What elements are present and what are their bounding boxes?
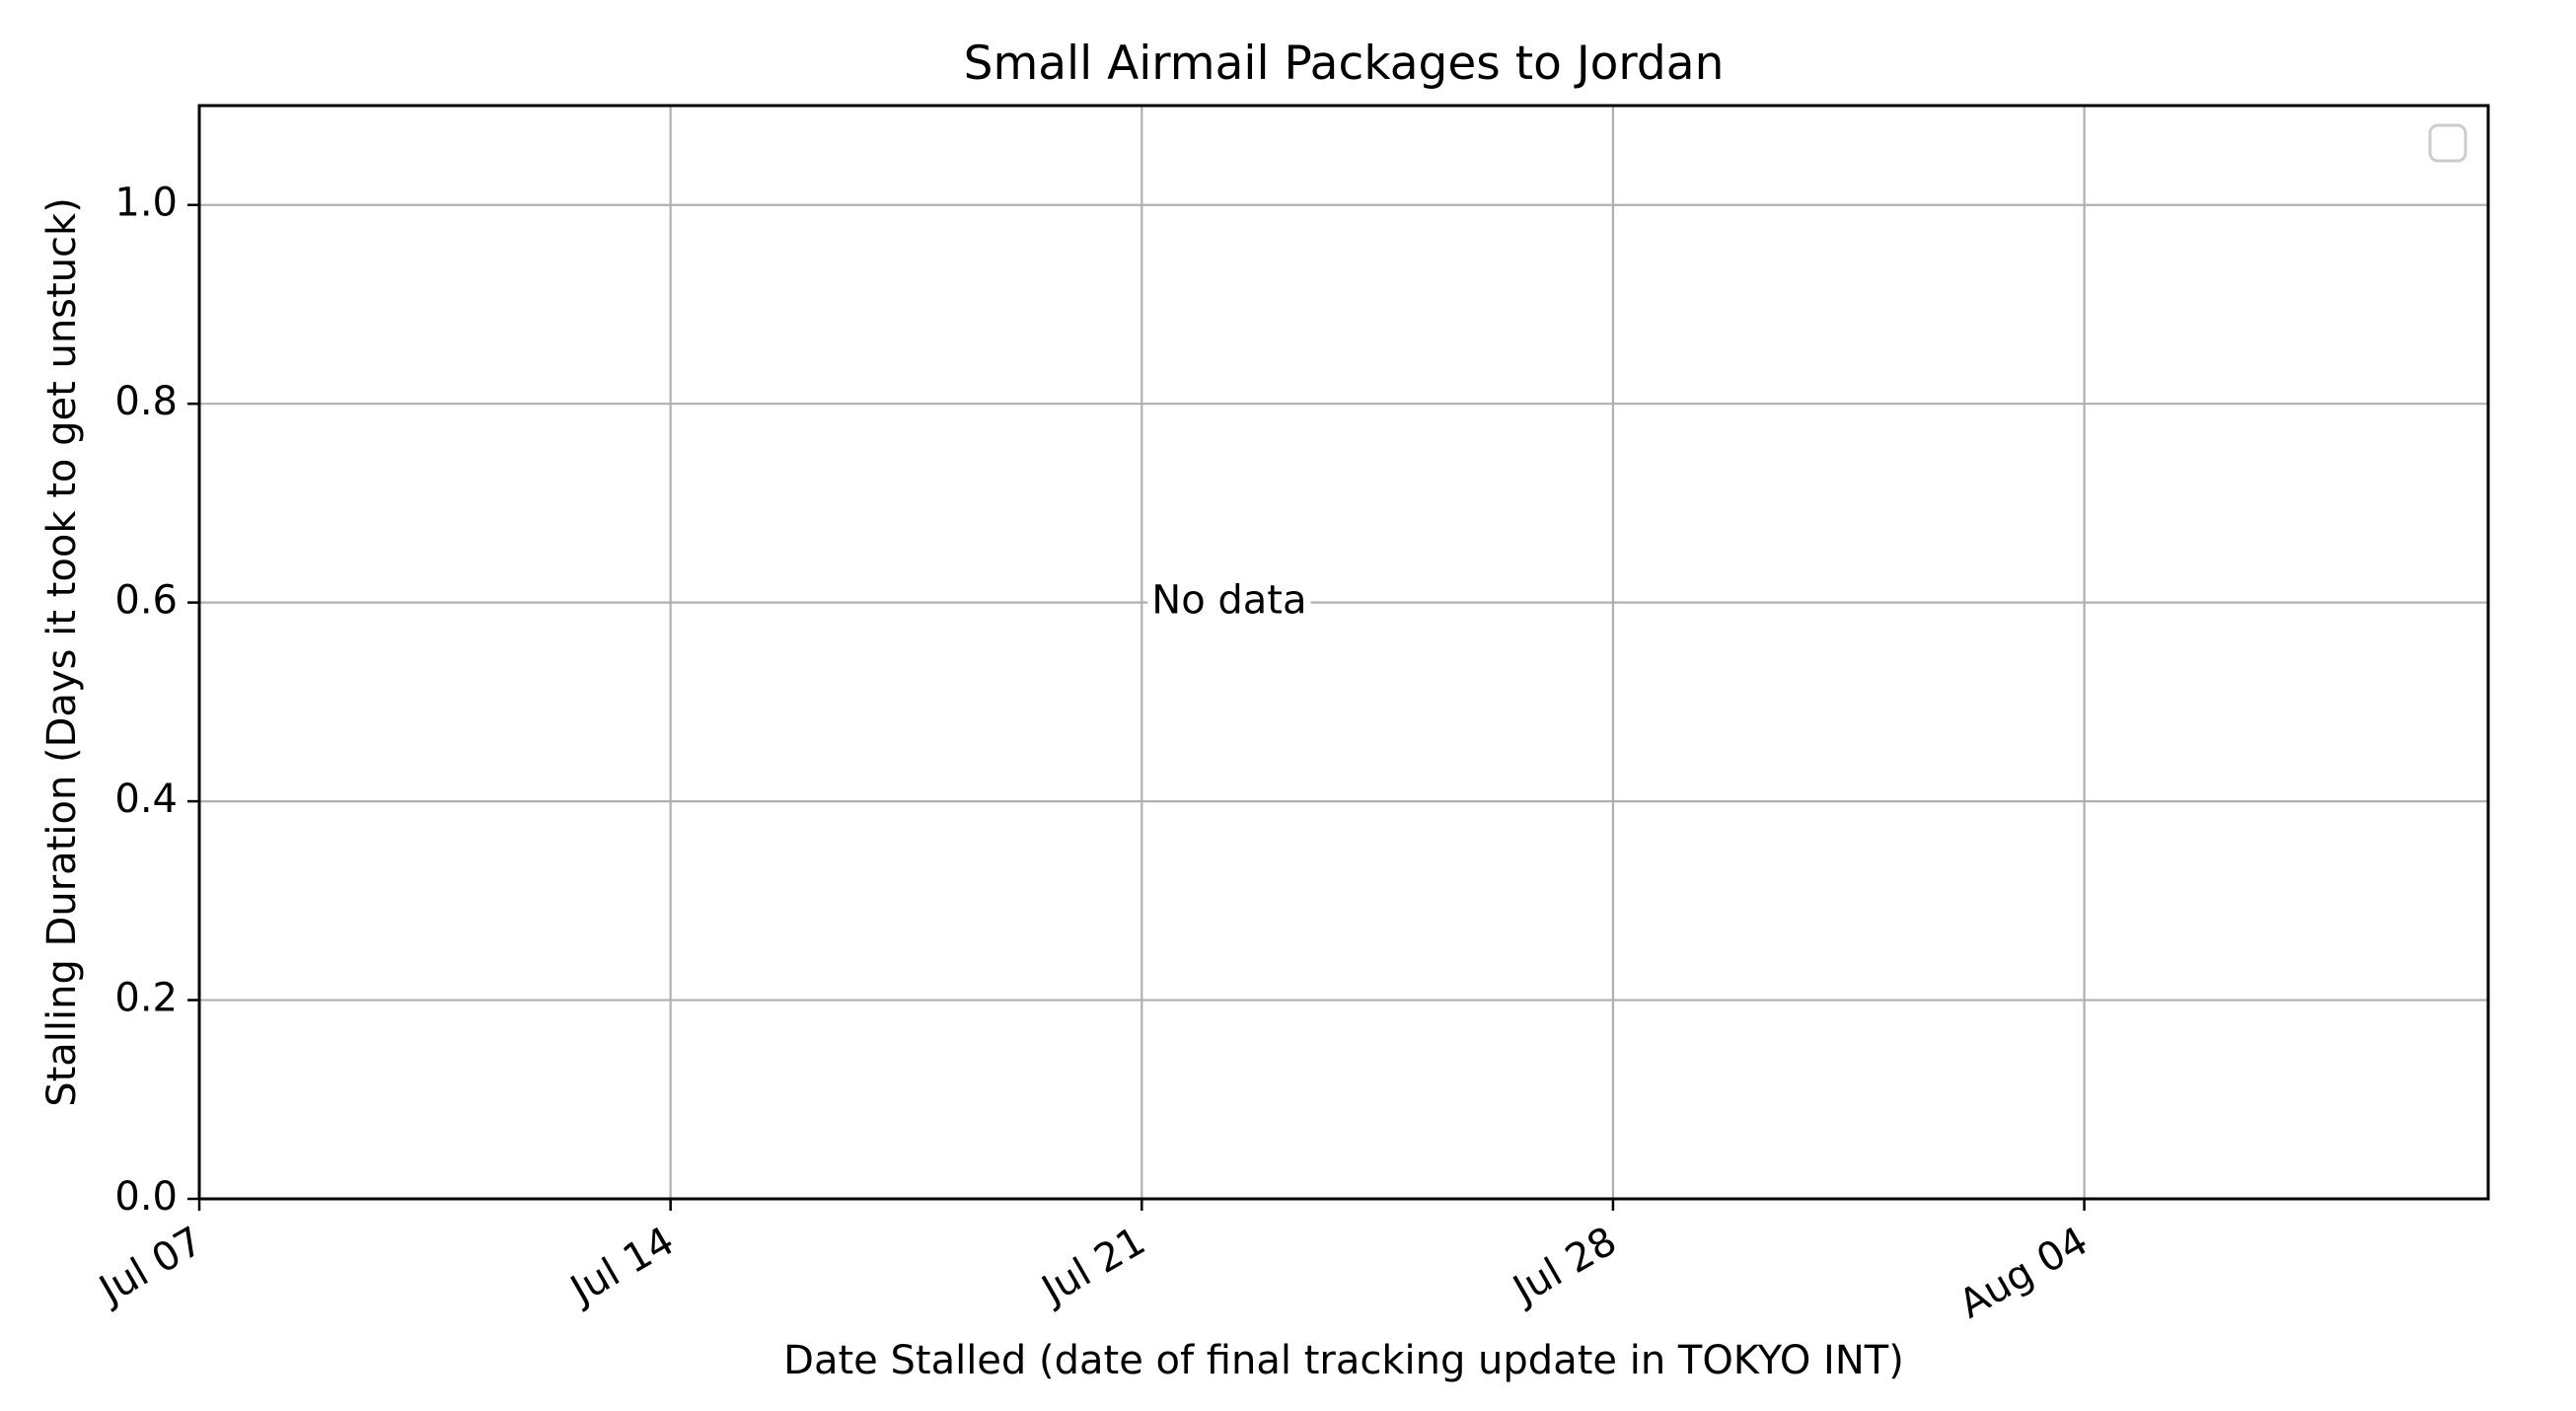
no-data-annotation: No data	[1151, 578, 1306, 624]
legend-box	[2428, 123, 2467, 163]
plot-area-frame	[197, 104, 2490, 1201]
y-axis-label: Stalling Duration (Days it took to get u…	[39, 197, 85, 1107]
y-tick-label: 1.0	[114, 181, 178, 226]
chart-title: Small Airmail Packages to Jordan	[964, 37, 1725, 91]
y-tick-label: 0.6	[114, 578, 178, 624]
y-tick-label: 0.2	[114, 976, 178, 1021]
grid	[197, 106, 2488, 1201]
annotation-background	[1147, 575, 1311, 626]
x-axis-label: Date Stalled (date of final tracking upd…	[783, 1338, 1904, 1383]
y-tick-label: 0.0	[114, 1174, 178, 1220]
y-tick-label: 0.8	[114, 379, 178, 424]
y-tick-label: 0.4	[114, 777, 178, 822]
